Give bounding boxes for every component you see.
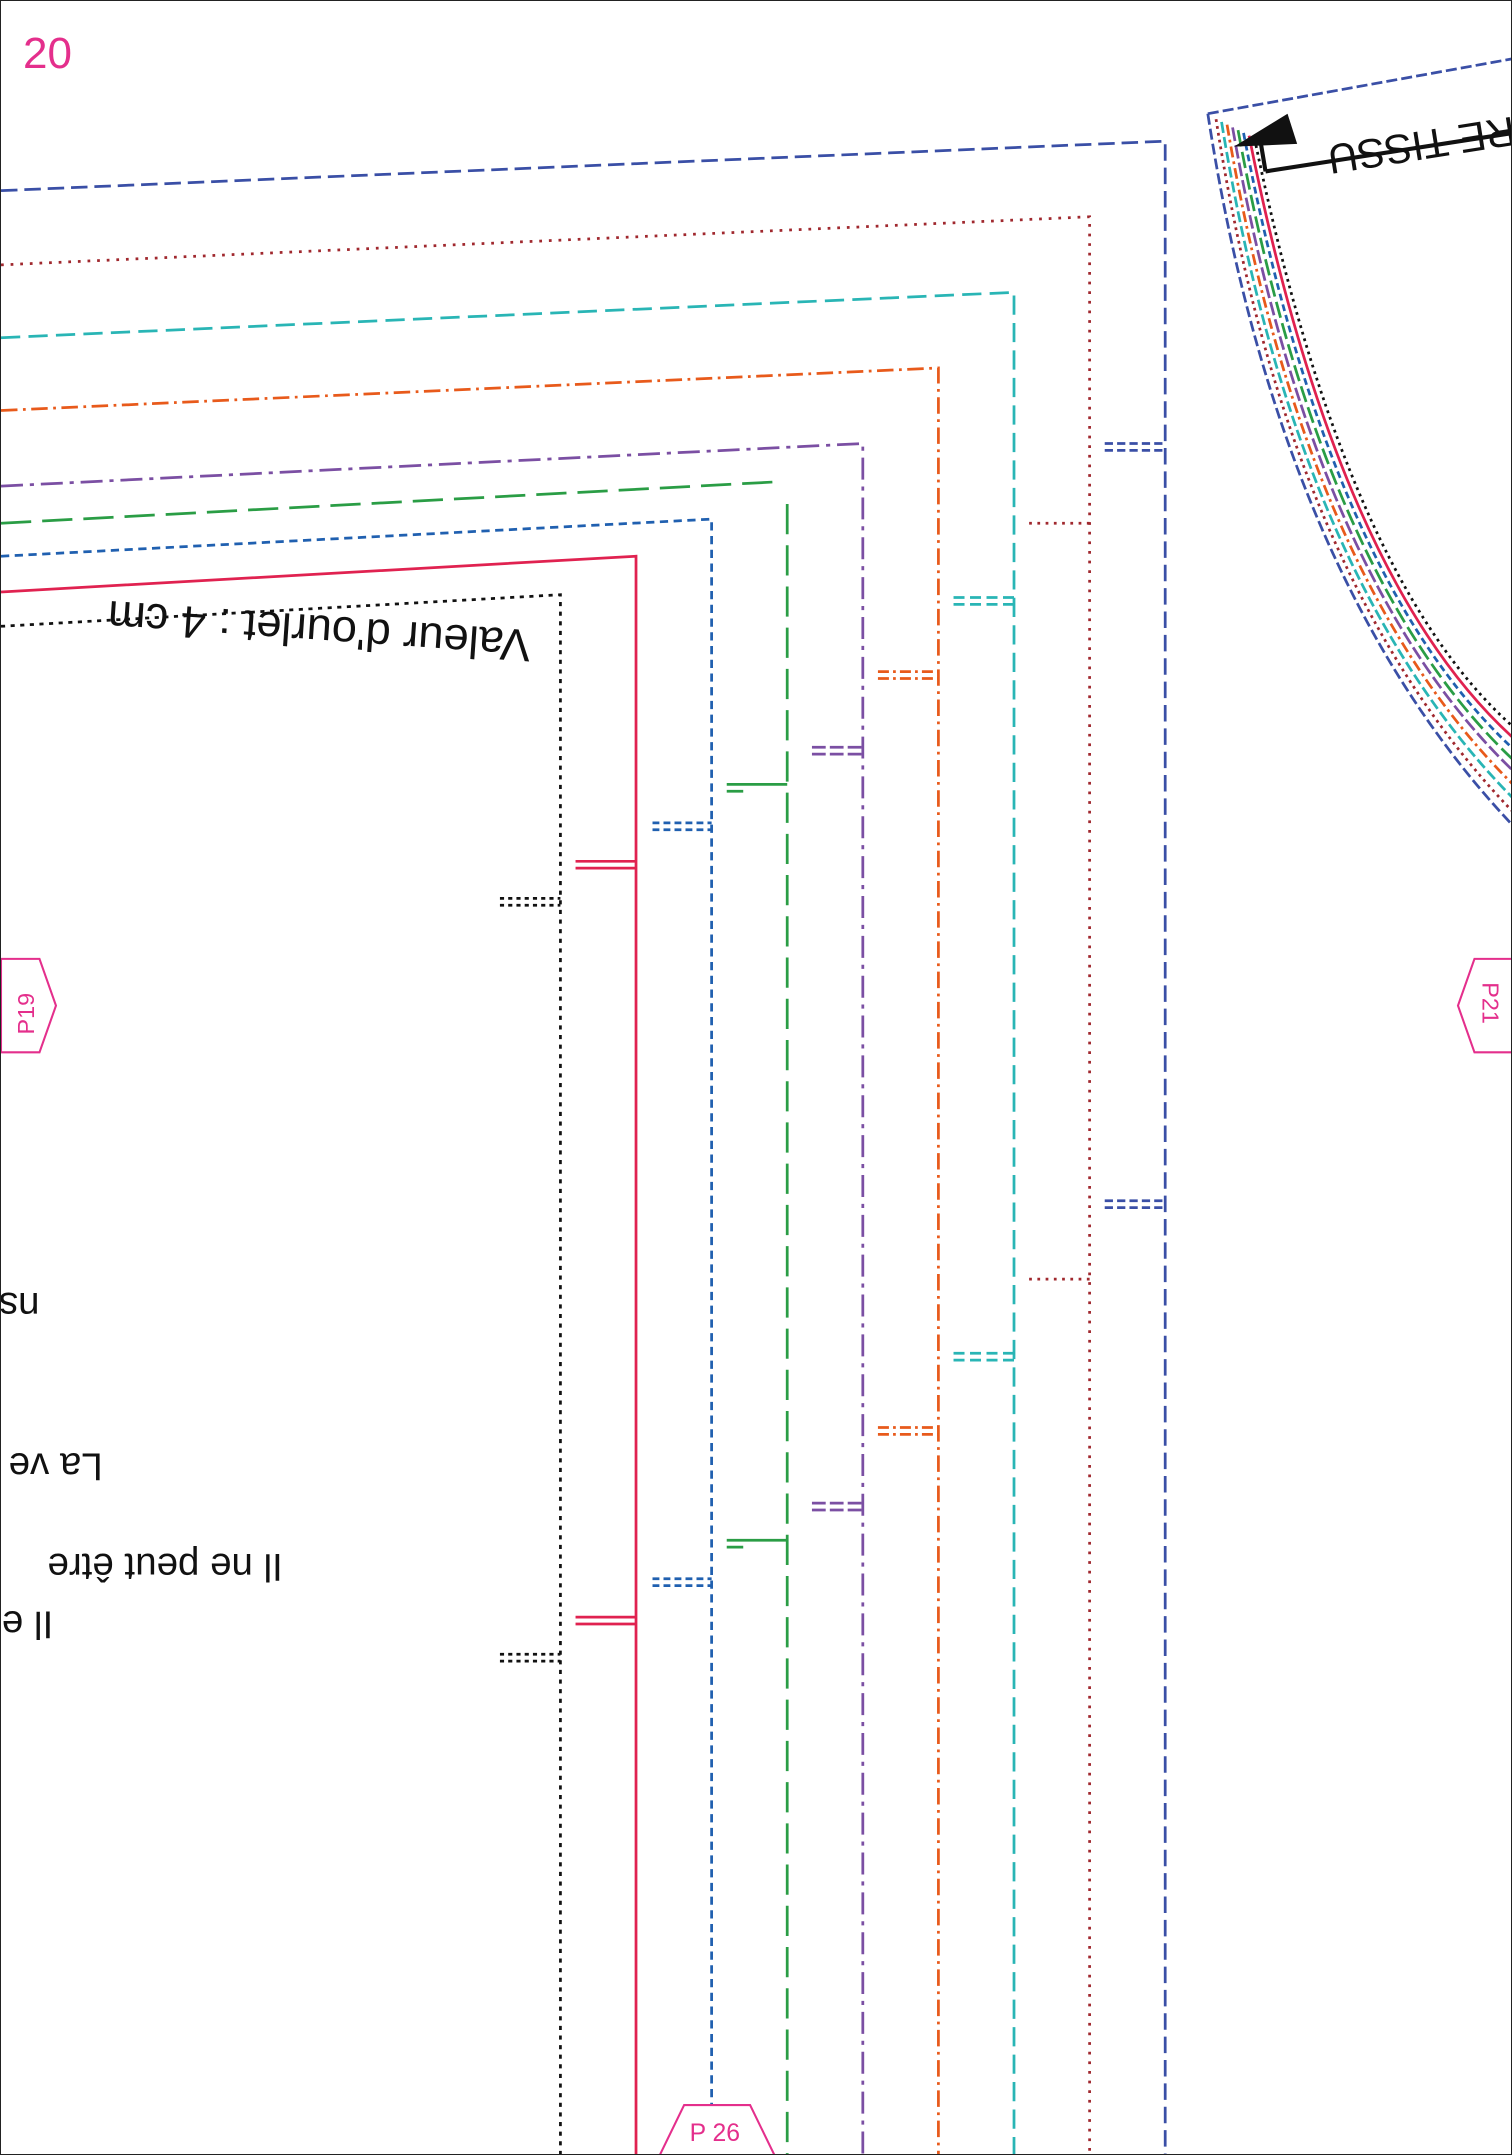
size-line-maroon [1, 215, 1091, 2154]
size-line-blue [1, 517, 713, 2154]
size-line-teal [1, 290, 1016, 2154]
hem-note: Valeur d'ourlet : 4 cm [106, 591, 532, 671]
marker-bottom: P 26 [659, 2104, 776, 2154]
body-fragment-2: La ve [9, 1445, 103, 1488]
svg-text:P21: P21 [1478, 982, 1504, 1024]
marker-left: P19 [1, 957, 58, 1054]
svg-text:P19: P19 [13, 993, 39, 1035]
size-line-navy [1, 139, 1167, 2154]
size-line-orange [1, 366, 940, 2154]
grain-label: RE TISSU [1325, 108, 1512, 183]
size-line-purple [1, 442, 865, 2154]
body-fragment-3: Il ne peut être [48, 1545, 283, 1588]
size-line-green [1, 480, 789, 2154]
body-fragment-4: Il e [2, 1603, 53, 1646]
size-line-red [1, 554, 638, 2154]
svg-text:P 26: P 26 [690, 2120, 740, 2147]
grain-arrow-icon [1233, 113, 1511, 174]
marker-right: P21 [1456, 957, 1511, 1054]
page-number: 20 [23, 29, 72, 78]
body-fragment-1: ns [1, 1284, 39, 1327]
size-line-black [1, 593, 562, 2154]
